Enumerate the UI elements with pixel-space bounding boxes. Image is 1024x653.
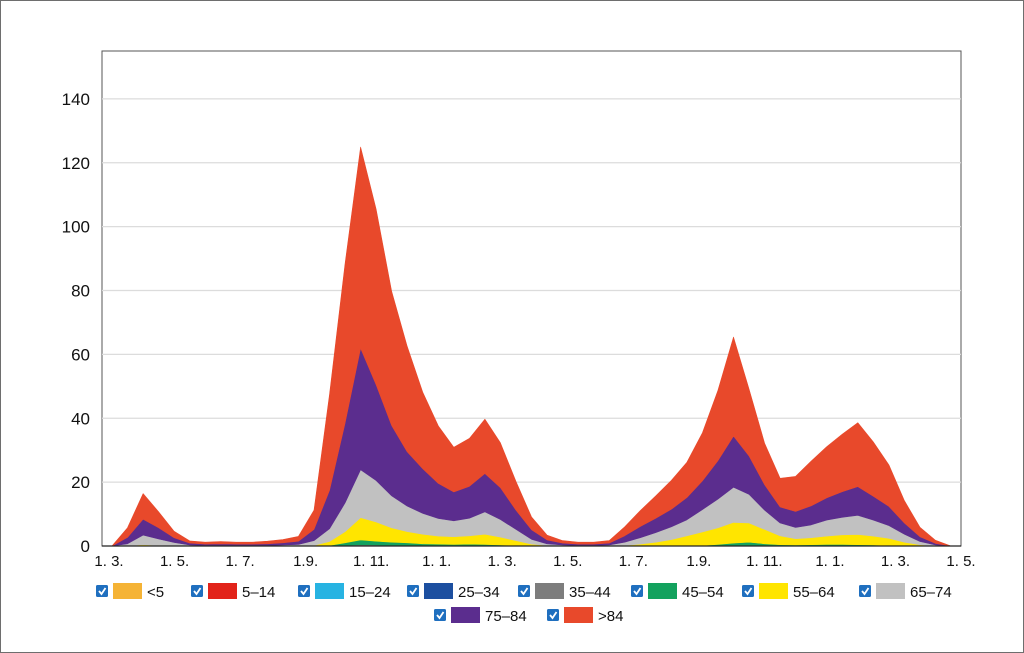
legend-swatch [876,583,905,599]
checkbox-icon[interactable] [434,609,446,621]
x-tick-label: 1. 1. [815,553,844,570]
x-tick-label: 1. 3. [881,553,910,570]
y-tick-label: 80 [71,282,90,301]
x-tick-label: 1. 5. [553,553,582,570]
checkmark-icon [861,587,870,596]
legend-item[interactable]: 55–64 [742,583,835,601]
legend-swatch [424,583,453,599]
x-tick-label: 1. 5. [160,553,189,570]
x-tick-label: 1. 5. [946,553,975,570]
legend-label: 75–84 [485,608,527,625]
legend-label: 25–34 [458,584,500,601]
legend-label: 45–54 [682,584,724,601]
x-tick-label: 1. 1. [422,553,451,570]
x-tick-label: 1. 7. [225,553,254,570]
x-tick-label: 1. 11. [353,553,389,570]
y-tick-label: 40 [71,409,90,428]
checkmark-icon [633,587,642,596]
y-tick-label: 60 [71,345,90,364]
legend-item[interactable]: 15–24 [298,583,391,601]
y-tick-label: 100 [62,218,90,237]
checkbox-icon[interactable] [547,609,559,621]
x-tick-labels: 1. 3. 1. 5. 1. 7. 1.9. 1. 11. 1. 1. 1. 3. 1. 5.… [94,553,975,570]
checkbox-icon[interactable] [742,585,754,597]
checkbox-icon[interactable] [298,585,310,597]
legend-swatch [315,583,344,599]
checkmark-icon [436,611,445,620]
legend-item[interactable]: >84 [547,607,623,625]
x-tick-label: 1.9. [686,553,711,570]
legend-swatch [451,607,480,623]
legend-swatch [564,607,593,623]
checkbox-icon[interactable] [859,585,871,597]
legend-swatch [535,583,564,599]
legend: <5 5–14 15–24 25–34 35–44 45–54 55–64 65–74 75–8… [96,583,952,625]
checkmark-icon [744,587,753,596]
checkmark-icon [409,587,418,596]
legend-label: >84 [598,608,623,625]
legend-label: 65–74 [910,584,952,601]
y-tick-label: 120 [62,154,90,173]
legend-item[interactable]: 45–54 [631,583,724,601]
y-tick-label: 20 [71,473,90,492]
checkbox-icon[interactable] [631,585,643,597]
legend-label: 55–64 [793,584,835,601]
checkbox-icon[interactable] [518,585,530,597]
legend-item[interactable]: 65–74 [859,583,952,601]
legend-swatch [648,583,677,599]
legend-label: <5 [147,584,164,601]
y-tick-label: 140 [62,90,90,109]
legend-swatch [759,583,788,599]
x-tick-label: 1. 11. [746,553,782,570]
checkbox-icon[interactable] [407,585,419,597]
checkmark-icon [193,587,202,596]
legend-label: 5–14 [242,584,275,601]
legend-item[interactable]: 5–14 [191,583,275,601]
x-tick-label: 1. 7. [619,553,648,570]
checkbox-icon[interactable] [191,585,203,597]
legend-item[interactable]: <5 [96,583,164,601]
x-tick-label: 1.9. [293,553,318,570]
y-tick-labels: 0 20 40 60 80 100 120 140 [62,90,90,556]
x-tick-label: 1. 3. [488,553,517,570]
legend-item[interactable]: 35–44 [518,583,611,601]
checkmark-icon [549,611,558,620]
legend-swatch [208,583,237,599]
legend-label: 15–24 [349,584,391,601]
checkmark-icon [520,587,529,596]
checkmark-icon [98,587,107,596]
legend-item[interactable]: 75–84 [434,607,527,625]
checkmark-icon [300,587,309,596]
legend-label: 35–44 [569,584,611,601]
x-tick-label: 1. 3. [94,553,123,570]
legend-item[interactable]: 25–34 [407,583,500,601]
checkbox-icon[interactable] [96,585,108,597]
legend-swatch [113,583,142,599]
y-tick-label: 0 [81,537,90,556]
